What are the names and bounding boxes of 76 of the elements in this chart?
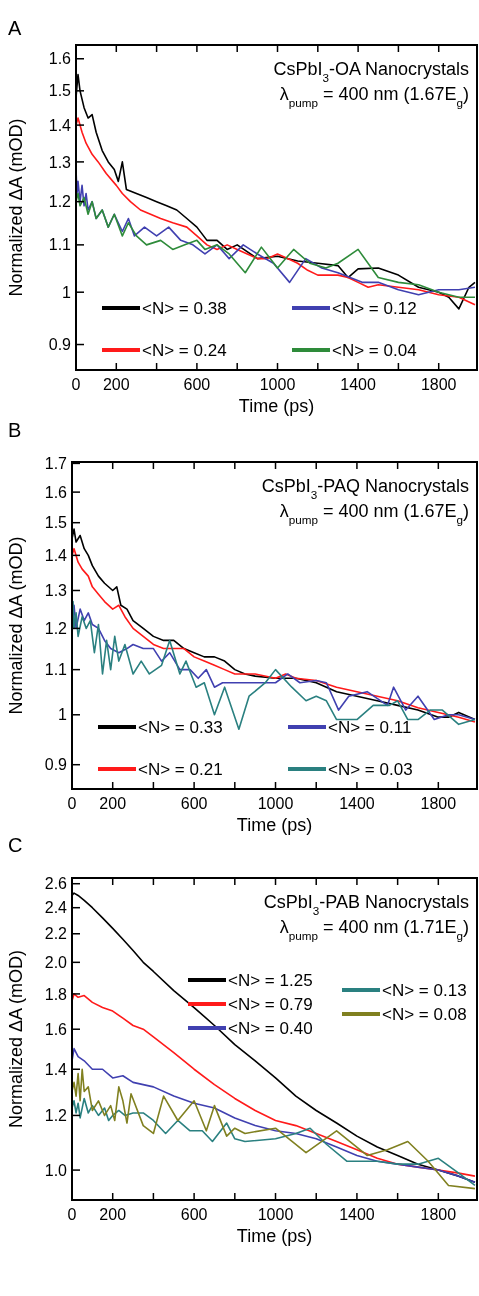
- y-tick-label: 1.2: [44, 620, 68, 638]
- x-tick-label: 600: [180, 1206, 208, 1223]
- legend-label: <N> = 0.03: [328, 759, 413, 779]
- annotation: CsPbI$_{3}$-PAQ Nanocrystals: [261, 476, 469, 501]
- y-tick-label: 1.5: [44, 514, 68, 532]
- x-tick-label: 0: [67, 1206, 77, 1223]
- annotation: CsPbI$_{3}$-PAB Nanocrystals: [263, 892, 469, 917]
- annotation: CsPbI$_{3}$-OA Nanocrystals: [273, 59, 469, 84]
- y-tick-label: 1.4: [44, 1060, 68, 1078]
- y-tick-label: 1.6: [48, 50, 72, 68]
- chart-title: B: [8, 419, 22, 441]
- x-tick-label: 200: [99, 795, 127, 812]
- y-axis-title: Normalized ΔA (mOD): [6, 118, 26, 297]
- legend-label: <N> = 0.21: [138, 759, 223, 779]
- legend-label: <N> = 0.12: [332, 298, 417, 318]
- x-tick-label: 600: [180, 795, 208, 812]
- y-tick-label: 1.3: [48, 153, 72, 171]
- y-tick-label: 2.2: [44, 925, 68, 943]
- legend-label: <N> = 0.33: [138, 717, 223, 737]
- y-tick-label: 0.9: [44, 756, 68, 774]
- line-series: [72, 1097, 476, 1187]
- x-axis-title: Time (ps): [236, 815, 313, 835]
- y-tick-label: 1: [58, 706, 68, 724]
- legend-label: <N> = 1.25: [228, 970, 313, 990]
- y-tick-label: 2.4: [44, 899, 68, 917]
- y-tick-label: 1.8: [44, 985, 68, 1003]
- y-tick-label: 1.2: [48, 193, 72, 211]
- y-tick-label: 1.1: [48, 236, 72, 254]
- x-tick-label: 1400: [339, 1206, 375, 1223]
- x-tick-label: 1800: [420, 376, 457, 393]
- annotation: λ$_{pump}$ = 400 nm (1.71E$_{g}$): [279, 917, 469, 942]
- legend-label: <N> = 0.04: [332, 340, 417, 360]
- x-tick-label: 1400: [340, 376, 377, 393]
- annotation: λ$_{pump}$ = 400 nm (1.67E$_{g}$): [279, 84, 469, 109]
- x-tick-label: 1800: [420, 1206, 457, 1223]
- legend-label: <N> = 0.38: [142, 298, 227, 318]
- x-tick-label: 1000: [257, 795, 294, 812]
- x-tick-label: 0: [67, 795, 77, 812]
- y-tick-label: 1.3: [44, 582, 68, 600]
- y-tick-label: 2.0: [44, 953, 68, 971]
- x-tick-label: 1000: [259, 376, 296, 393]
- y-tick-label: 1.4: [44, 546, 68, 564]
- x-axis-title: Time (ps): [236, 1226, 313, 1246]
- x-tick-label: 1800: [420, 795, 457, 812]
- y-tick-label: 1.0: [44, 1161, 68, 1179]
- chart-title: A: [8, 17, 22, 39]
- y-tick-label: 1.5: [48, 82, 72, 100]
- y-tick-label: 1: [62, 283, 72, 301]
- x-tick-label: 0: [71, 376, 81, 393]
- legend-label: <N> = 0.79: [228, 994, 313, 1014]
- x-axis-title: Time (ps): [238, 396, 315, 416]
- x-tick-label: 200: [99, 1206, 127, 1223]
- line-series: [72, 1047, 476, 1184]
- line-series: [72, 1068, 476, 1190]
- y-axis-title: Normalized ΔA (mOD): [6, 949, 26, 1129]
- x-tick-label: 1000: [257, 1206, 294, 1223]
- x-tick-label: 600: [183, 376, 211, 393]
- x-tick-label: 200: [102, 376, 130, 393]
- x-tick-label: 1400: [339, 795, 375, 812]
- legend-label: <N> = 0.13: [382, 980, 467, 1000]
- y-tick-label: 1.6: [44, 483, 68, 501]
- legend-label: <N> = 0.40: [228, 1018, 313, 1038]
- y-tick-label: 1.4: [48, 116, 72, 134]
- legend-label: <N> = 0.11: [328, 717, 412, 737]
- line-series: [76, 192, 476, 298]
- y-tick-label: 1.1: [44, 661, 68, 679]
- y-tick-label: 2.6: [44, 875, 68, 893]
- chart-title: C: [8, 834, 23, 856]
- legend-label: <N> = 0.08: [382, 1004, 467, 1024]
- y-tick-label: 1.2: [44, 1107, 68, 1125]
- y-axis-title: Normalized ΔA (mOD): [6, 536, 26, 715]
- y-tick-label: 1.7: [44, 454, 68, 472]
- y-tick-label: 0.9: [48, 336, 72, 354]
- annotation: λ$_{pump}$ = 400 nm (1.67E$_{g}$): [279, 501, 469, 526]
- y-tick-label: 1.6: [44, 1020, 68, 1038]
- legend-label: <N> = 0.24: [142, 340, 227, 360]
